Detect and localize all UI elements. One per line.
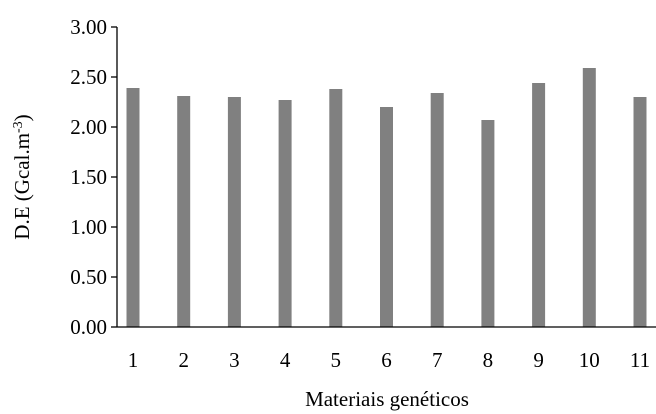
x-tick-label: 2 — [178, 348, 189, 372]
bar-4 — [278, 100, 292, 327]
bar-6 — [380, 107, 393, 327]
x-tick-label: 10 — [579, 348, 600, 372]
y-tick-label: 1.50 — [70, 165, 107, 189]
y-tick-label: 3.00 — [70, 15, 107, 39]
x-tick-label: 9 — [533, 348, 544, 372]
bar-3 — [227, 97, 241, 327]
y-axis-title: D.E (Gcal.m-3) — [10, 114, 34, 239]
y-axis-title-superscript: -3 — [11, 121, 26, 133]
bar-2 — [177, 96, 191, 327]
y-axis-title-close: ) — [10, 114, 34, 121]
x-tick-label: 6 — [381, 348, 392, 372]
y-tick-label: 0.00 — [70, 315, 107, 339]
x-tick-label: 8 — [483, 348, 494, 372]
y-axis-tick-labels: 0.00 0.50 1.00 1.50 2.00 2.50 3.00 — [70, 15, 107, 339]
y-tick-label: 0.50 — [70, 265, 107, 289]
x-tick-label: 1 — [128, 348, 139, 372]
bar-8 — [481, 120, 495, 327]
y-tick-label: 2.50 — [70, 65, 107, 89]
x-tick-label: 4 — [280, 348, 291, 372]
x-axis-tick-labels: 1 2 3 4 5 6 7 8 9 10 11 — [128, 348, 650, 372]
y-axis-title-main: D.E (Gcal.m — [10, 133, 34, 240]
y-tick-label: 2.00 — [70, 115, 107, 139]
x-tick-label: 5 — [331, 348, 342, 372]
bar-9 — [532, 83, 546, 327]
y-axis-ticks — [111, 26, 117, 328]
bar-11 — [633, 97, 647, 327]
bar-5 — [329, 89, 343, 327]
bar-7 — [430, 93, 444, 327]
y-tick-label: 1.00 — [70, 215, 107, 239]
bars — [126, 68, 647, 327]
x-tick-label: 7 — [432, 348, 443, 372]
x-tick-label: 3 — [229, 348, 240, 372]
bar-10 — [582, 68, 596, 327]
x-axis-title: Materiais genéticos — [305, 387, 469, 411]
bar-1 — [126, 88, 140, 327]
x-tick-label: 11 — [630, 348, 650, 372]
